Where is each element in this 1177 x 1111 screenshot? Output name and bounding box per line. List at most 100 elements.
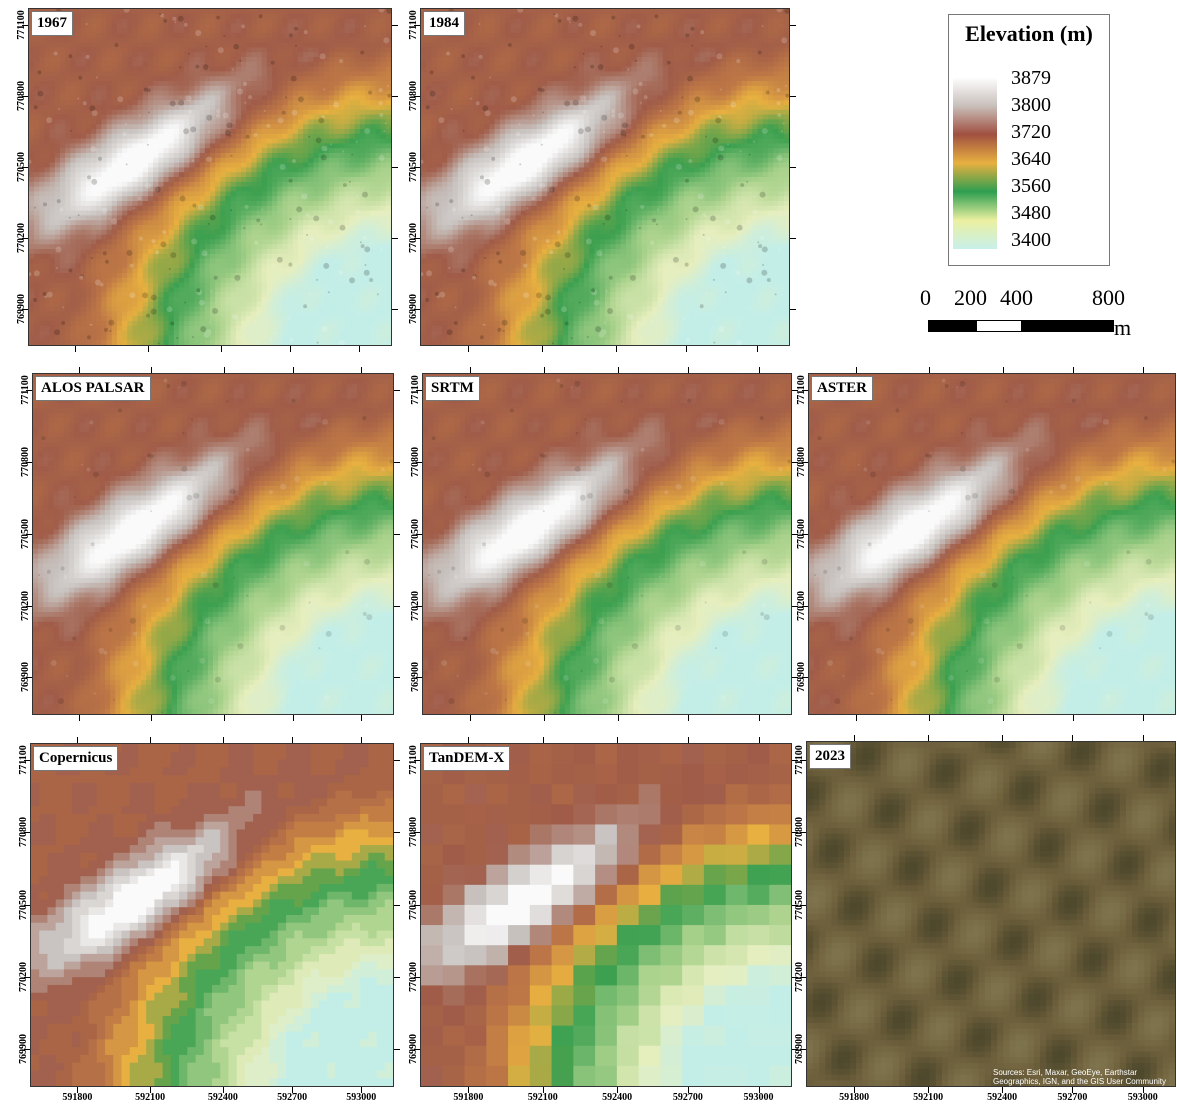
y-tick-mark [22, 166, 28, 168]
y-tick-mark [802, 533, 808, 535]
y-tick-mark [24, 976, 30, 978]
y-tick-mark [392, 166, 398, 168]
x-tick-mark [758, 367, 760, 373]
legend-label: 3480 [1011, 202, 1051, 225]
x-tick-mark [77, 737, 79, 743]
x-tick-label: 592700 [262, 1092, 322, 1103]
x-tick-mark [542, 737, 544, 743]
x-tick-mark [688, 715, 690, 721]
y-tick-mark [22, 308, 28, 310]
y-tick-mark [792, 390, 798, 392]
x-tick-mark [854, 735, 856, 741]
x-tick-mark [222, 1087, 224, 1093]
map-srtm-terrain [423, 374, 791, 714]
y-tick-mark [24, 1049, 30, 1051]
panel-label: 2023 [809, 744, 851, 769]
x-tick-mark [617, 737, 619, 743]
panel-label: ALOS PALSAR [35, 376, 151, 401]
map-1967-terrain [29, 9, 391, 345]
scale-segment-1 [928, 320, 976, 332]
x-tick-mark [468, 737, 470, 743]
map-panel-tandem-x: TanDEM-X [420, 743, 792, 1087]
y-tick-mark [22, 24, 28, 26]
x-tick-mark [361, 715, 363, 721]
scale-label-800: 800 [1092, 285, 1125, 311]
x-tick-mark [292, 715, 294, 721]
x-tick-mark [687, 1087, 689, 1093]
y-tick-mark [800, 976, 806, 978]
x-tick-mark [1142, 715, 1144, 721]
y-tick-mark [416, 605, 422, 607]
y-tick-mark [414, 308, 420, 310]
map-panel-srtm: SRTM [422, 373, 792, 715]
map-panel-2023: 2023 Sources: Esri, Maxar, GeoEye, Earth… [806, 741, 1176, 1087]
x-tick-label: 591800 [438, 1092, 498, 1103]
x-tick-mark [292, 737, 294, 743]
x-tick-mark [1072, 735, 1074, 741]
panel-label: TanDEM-X [423, 746, 511, 771]
x-tick-mark [618, 715, 620, 721]
map-panel-copernicus: Copernicus [30, 743, 394, 1087]
y-tick-mark [394, 390, 400, 392]
x-tick-label: 592400 [587, 1092, 647, 1103]
y-tick-mark [414, 166, 420, 168]
y-tick-mark [790, 24, 796, 26]
y-tick-mark [394, 760, 400, 762]
y-tick-mark [414, 237, 420, 239]
y-tick-mark [394, 533, 400, 535]
x-tick-label: 592700 [658, 1092, 718, 1103]
x-tick-mark [542, 1087, 544, 1093]
y-tick-mark [800, 1049, 806, 1051]
map-panel-1984: 1984 [420, 8, 790, 346]
scale-unit: m [1114, 315, 1131, 341]
map-alos-terrain [33, 374, 393, 714]
y-tick-mark [392, 95, 398, 97]
y-tick-mark [394, 461, 400, 463]
y-tick-mark [394, 904, 400, 906]
x-tick-mark [544, 715, 546, 721]
y-tick-mark [24, 832, 30, 834]
panel-label: SRTM [425, 376, 480, 401]
map-attribution: Sources: Esri, Maxar, GeoEye, Earthstar … [993, 1068, 1173, 1086]
x-tick-mark [470, 715, 472, 721]
x-tick-mark [1142, 735, 1144, 741]
x-tick-mark [855, 715, 857, 721]
x-tick-mark [290, 346, 292, 352]
y-tick-mark [414, 760, 420, 762]
y-tick-mark [790, 166, 796, 168]
y-tick-mark [394, 832, 400, 834]
legend-label: 3640 [1011, 148, 1051, 171]
x-tick-mark [79, 367, 81, 373]
x-tick-mark [292, 1087, 294, 1093]
x-tick-label: 591800 [824, 1092, 884, 1103]
x-tick-mark [151, 367, 153, 373]
map-copernicus-terrain [31, 744, 393, 1086]
y-tick-mark [26, 605, 32, 607]
legend-label: 3720 [1011, 121, 1051, 144]
y-tick-mark [26, 677, 32, 679]
y-tick-mark [392, 24, 398, 26]
x-tick-mark [77, 1087, 79, 1093]
x-tick-mark [1142, 367, 1144, 373]
map-panel-1967: 1967 [28, 8, 392, 346]
scale-label-200: 200 [954, 285, 987, 311]
y-tick-mark [802, 461, 808, 463]
x-tick-mark [151, 715, 153, 721]
y-tick-mark [416, 677, 422, 679]
y-tick-mark [792, 677, 798, 679]
y-tick-mark [26, 461, 32, 463]
x-tick-mark [470, 367, 472, 373]
y-tick-mark [24, 760, 30, 762]
map-panel-alos-palsar: ALOS PALSAR [32, 373, 394, 715]
y-tick-mark [790, 237, 796, 239]
y-tick-mark [26, 533, 32, 535]
x-tick-label: 592400 [972, 1092, 1032, 1103]
x-tick-mark [223, 367, 225, 373]
y-tick-mark [416, 533, 422, 535]
legend-label: 3400 [1011, 229, 1051, 252]
map-1984-terrain [421, 9, 789, 345]
legend-title: Elevation (m) [949, 21, 1109, 47]
y-tick-mark [792, 760, 798, 762]
x-tick-mark [544, 367, 546, 373]
panel-label: 1967 [31, 11, 73, 36]
